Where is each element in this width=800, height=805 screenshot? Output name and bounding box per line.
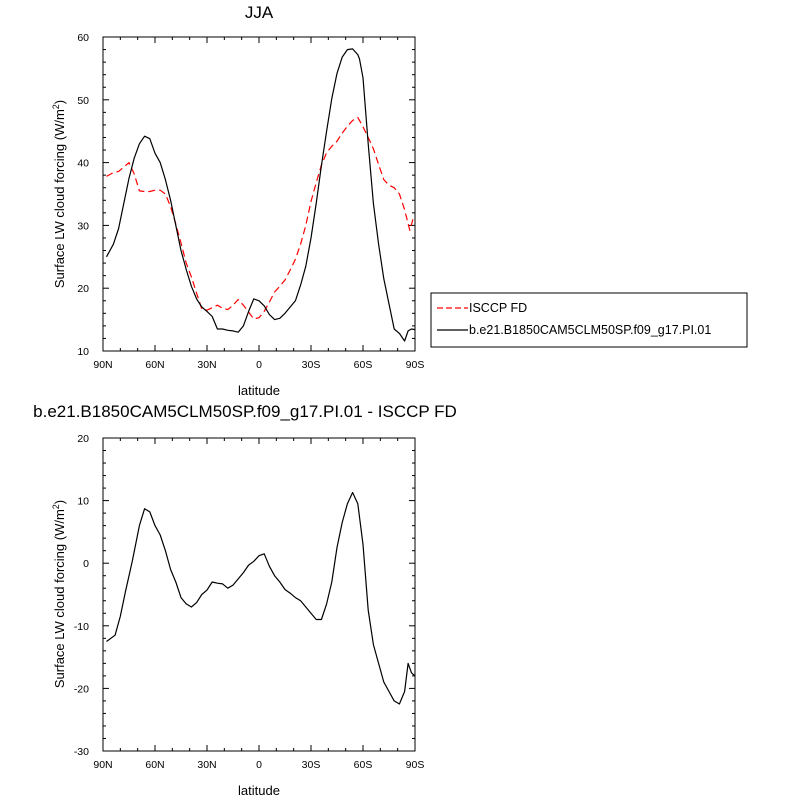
x-tick-label: 0 xyxy=(256,759,262,771)
bottom-y-axis-label-superscript: 2 xyxy=(51,504,61,509)
x-tick-label: 90S xyxy=(406,359,425,371)
y-tick-label: -20 xyxy=(74,683,89,695)
top-x-tick-labels: 90N 60N 30N 0 30S 60S 90S xyxy=(93,359,424,371)
top-series-lines xyxy=(105,48,416,342)
x-tick-label: 90N xyxy=(93,359,112,371)
top-y-axis-label-text: Surface LW cloud forcing (W/m xyxy=(52,109,67,288)
difference-panel: b.e21.B1850CAM5CLM50SP.f09_g17.PI.01 - I… xyxy=(33,402,457,798)
x-tick-label: 30N xyxy=(197,359,216,371)
y-tick-label: -30 xyxy=(74,746,89,758)
x-tick-label: 0 xyxy=(256,359,262,371)
difference-title: b.e21.B1850CAM5CLM50SP.f09_g17.PI.01 - I… xyxy=(33,402,457,421)
x-tick-label: 60S xyxy=(354,359,373,371)
difference-line xyxy=(106,491,416,705)
x-tick-label: 30N xyxy=(197,759,216,771)
top-y-tick-labels: 10 20 30 40 50 60 xyxy=(77,32,89,358)
bottom-x-axis-label: latitude xyxy=(238,783,280,798)
x-tick-label: 30S xyxy=(302,359,321,371)
top-x-axis-label: latitude xyxy=(238,383,280,398)
y-tick-label: 10 xyxy=(77,346,89,358)
legend-label-isccp: ISCCP FD xyxy=(469,301,527,315)
top-plot-frame xyxy=(102,36,416,352)
y-tick-label: 20 xyxy=(77,433,89,445)
x-tick-label: 90S xyxy=(406,759,425,771)
y-tick-label: 10 xyxy=(77,496,89,508)
y-tick-label: 40 xyxy=(77,158,89,170)
x-tick-label: 90N xyxy=(93,759,112,771)
x-tick-label: 60N xyxy=(145,759,164,771)
bottom-plot-frame xyxy=(102,437,416,752)
legend-box xyxy=(430,292,748,348)
bottom-x-tick-labels: 90N 60N 30N 0 30S 60S 90S xyxy=(93,759,424,771)
legend: ISCCP FD b.e21.B1850CAM5CLM50SP.f09_g17.… xyxy=(430,292,748,348)
y-tick-label: 20 xyxy=(77,283,89,295)
isccp-fd-line xyxy=(106,116,414,320)
top-y-axis-label-close: ) xyxy=(52,100,67,104)
x-tick-label: 60S xyxy=(354,759,373,771)
jja-panel: JJA 90N 60N 30N 0 30S 60S 90S 10 20 30 40 50 60 lat… xyxy=(51,3,748,398)
legend-label-model: b.e21.B1850CAM5CLM50SP.f09_g17.PI.01 xyxy=(469,323,711,337)
bottom-y-axis-label: Surface LW cloud forcing (W/m2) xyxy=(51,500,67,688)
model-line xyxy=(105,48,416,342)
bottom-y-axis-label-close: ) xyxy=(52,500,67,504)
y-tick-label: 50 xyxy=(77,95,89,107)
x-tick-label: 30S xyxy=(302,759,321,771)
y-tick-label: 60 xyxy=(77,32,89,44)
y-tick-label: 30 xyxy=(77,220,89,232)
y-tick-label: -10 xyxy=(74,621,89,633)
bottom-tick-marks xyxy=(102,437,416,752)
y-tick-label: 0 xyxy=(83,558,89,570)
bottom-series-lines xyxy=(106,491,416,705)
x-tick-label: 60N xyxy=(145,359,164,371)
jja-title: JJA xyxy=(245,3,274,22)
top-tick-marks xyxy=(102,36,416,352)
bottom-y-tick-labels: -30 -20 -10 0 10 20 xyxy=(74,433,89,758)
top-y-axis-label: Surface LW cloud forcing (W/m2) xyxy=(51,100,67,288)
bottom-y-axis-label-text: Surface LW cloud forcing (W/m xyxy=(52,509,67,688)
top-y-axis-label-superscript: 2 xyxy=(51,104,61,109)
